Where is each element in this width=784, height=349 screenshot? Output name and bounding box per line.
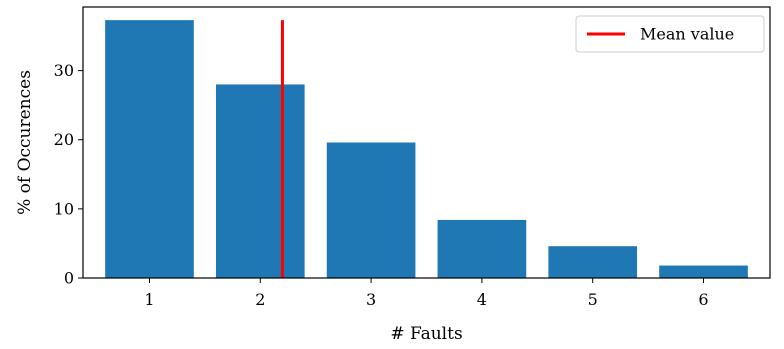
y-tick-label: 30: [54, 61, 74, 80]
legend: Mean value: [575, 15, 765, 53]
bars-layer: [105, 20, 748, 279]
y-axis-label: % of Occurences: [15, 70, 35, 215]
x-tick-label: 1: [144, 290, 154, 309]
x-tick-label: 3: [366, 290, 376, 309]
x-axis-label: # Faults: [390, 324, 462, 344]
y-axis-ticks: 0 10 20 30: [54, 61, 83, 288]
bar-3: [326, 142, 416, 278]
y-tick-label: 20: [54, 130, 74, 149]
bar-4: [437, 219, 527, 278]
y-tick-label: 0: [64, 269, 74, 288]
bar-6: [659, 265, 748, 278]
x-axis-ticks: 1 2 3 4 5 6: [144, 278, 709, 309]
bar-5: [548, 246, 638, 278]
legend-box: [575, 15, 765, 53]
x-tick-label: 4: [477, 290, 487, 309]
plot-frame: [82, 6, 771, 279]
bar-1: [105, 20, 194, 278]
bar-2: [215, 84, 305, 279]
y-tick-label: 10: [54, 199, 74, 218]
x-tick-label: 5: [588, 290, 598, 309]
legend-label-mean-value: Mean value: [640, 25, 734, 44]
x-tick-label: 2: [255, 290, 265, 309]
x-tick-label: 6: [698, 290, 708, 309]
